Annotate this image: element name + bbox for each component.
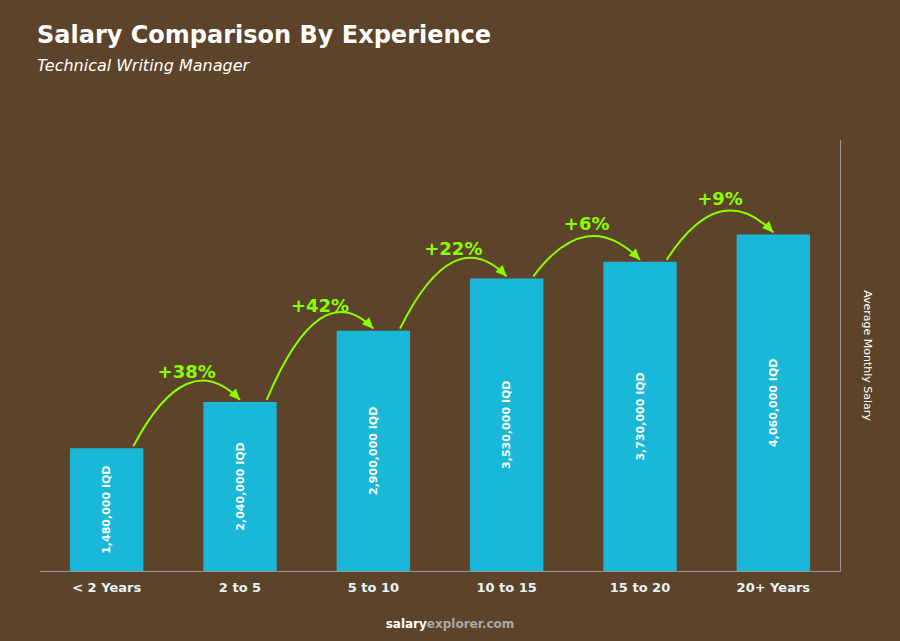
- svg-text:< 2 Years: < 2 Years: [72, 580, 141, 595]
- svg-text:explorer.com: explorer.com: [427, 617, 515, 631]
- svg-text:3,530,000 IQD: 3,530,000 IQD: [500, 381, 513, 469]
- svg-text:15 to 20: 15 to 20: [610, 580, 670, 595]
- svg-text:3,730,000 IQD: 3,730,000 IQD: [634, 372, 647, 460]
- svg-text:+22%: +22%: [424, 238, 482, 259]
- svg-text:+6%: +6%: [564, 213, 610, 234]
- svg-text:4,060,000 IQD: 4,060,000 IQD: [767, 359, 780, 447]
- svg-text:salary: salary: [386, 617, 427, 631]
- svg-text:2,900,000 IQD: 2,900,000 IQD: [367, 407, 380, 495]
- svg-text:Salary Comparison By Experienc: Salary Comparison By Experience: [37, 21, 491, 49]
- svg-text:2 to 5: 2 to 5: [219, 580, 261, 595]
- svg-text:+38%: +38%: [158, 361, 216, 382]
- svg-text:5 to 10: 5 to 10: [348, 580, 399, 595]
- svg-text:1,480,000 IQD: 1,480,000 IQD: [100, 465, 113, 553]
- svg-text:+42%: +42%: [291, 295, 349, 316]
- svg-text:2,040,000 IQD: 2,040,000 IQD: [234, 442, 247, 530]
- svg-text:20+ Years: 20+ Years: [737, 580, 811, 595]
- svg-text:10 to 15: 10 to 15: [476, 580, 536, 595]
- svg-text:+9%: +9%: [697, 188, 743, 209]
- svg-text:Technical Writing Manager: Technical Writing Manager: [37, 56, 251, 75]
- svg-text:Average Monthly Salary: Average Monthly Salary: [861, 290, 874, 421]
